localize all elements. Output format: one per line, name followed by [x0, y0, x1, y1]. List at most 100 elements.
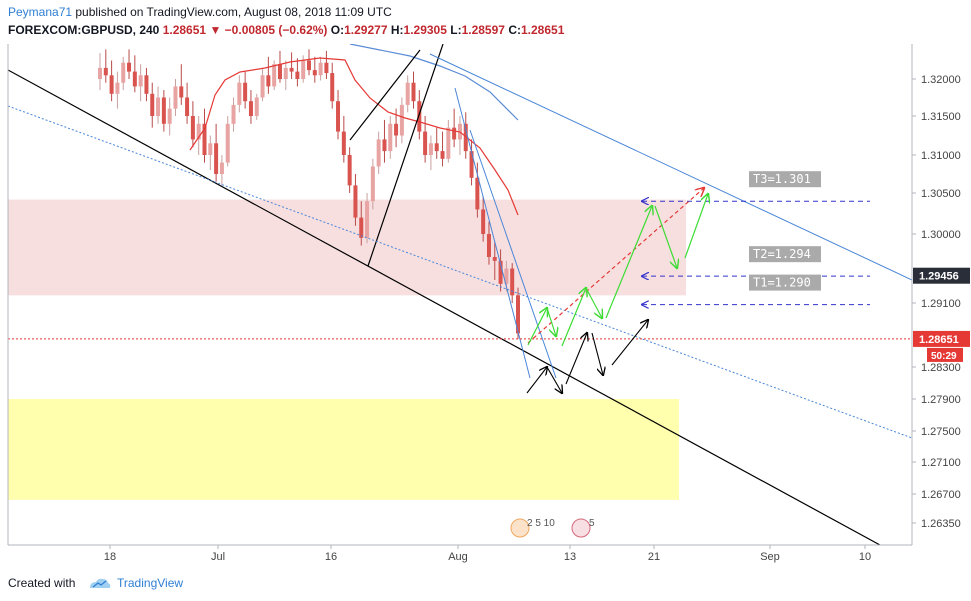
y-tick-label: 1.27500: [921, 426, 961, 438]
candle: [185, 82, 190, 124]
candle-body: [324, 62, 329, 74]
candle-body: [394, 123, 399, 136]
candle-body: [109, 75, 114, 94]
candle: [446, 119, 451, 163]
plot-area[interactable]: T3=1.301 T2=1.294 T1=1.290 2 5 10 5: [8, 44, 912, 545]
candle: [214, 123, 219, 182]
candle-body: [347, 155, 352, 186]
candle: [486, 221, 491, 265]
candle: [492, 241, 497, 280]
supply-zone: [8, 199, 686, 296]
us-flag-icon[interactable]: [510, 518, 530, 538]
candle-body: [452, 127, 457, 140]
candle-body: [214, 143, 219, 174]
candle-body: [289, 67, 294, 72]
publish-info: published on TradingView.com, August 08,…: [72, 5, 392, 19]
candle-body: [341, 131, 346, 155]
candle: [463, 112, 468, 159]
tradingview-logo-icon[interactable]: [88, 577, 112, 589]
candle: [161, 90, 166, 132]
price-chart[interactable]: T3=1.301 T2=1.294 T1=1.290 2 5 10 5: [0, 0, 971, 568]
candle-body: [498, 260, 503, 284]
candle: [365, 193, 370, 244]
green-projection-arrows: [527, 194, 708, 347]
candle-body: [434, 143, 439, 152]
countdown-text: 50:29: [931, 351, 957, 362]
open-value: 1.29277: [344, 23, 388, 37]
candle: [132, 55, 137, 93]
x-tick-label: Jul: [211, 551, 225, 563]
x-tick-label: Aug: [448, 551, 468, 563]
low-value: 1.28597: [461, 23, 505, 37]
channel-dotted: [8, 105, 912, 439]
down-arrow-icon: ▼: [209, 23, 222, 37]
candle: [318, 56, 323, 81]
line-price-label: 1.29456: [913, 267, 970, 284]
x-tick-label: 21: [648, 551, 660, 563]
x-tick-label: Sep: [760, 551, 780, 563]
candle-body: [307, 60, 311, 71]
candle: [359, 201, 364, 246]
last-price: 1.28651: [162, 23, 207, 37]
candle: [167, 97, 172, 136]
candle-body: [330, 73, 335, 102]
candle-body: [277, 64, 282, 79]
candle: [219, 155, 224, 186]
uk-flag-icon[interactable]: [571, 518, 591, 538]
chart-header: Peymana71 published on TradingView.com, …: [0, 0, 971, 44]
candle: [341, 116, 346, 163]
candle: [98, 53, 102, 91]
candle-body: [486, 234, 491, 257]
countdown-label: 50:29: [927, 347, 963, 362]
candle: [353, 174, 358, 226]
candle: [481, 197, 486, 242]
line-price-text: 1.29456: [919, 271, 959, 283]
us-event-count: 2 5 10: [527, 518, 555, 529]
candle: [190, 101, 195, 148]
candle-body: [365, 201, 370, 238]
candle-body: [359, 217, 364, 238]
author-link[interactable]: Peymana71: [8, 5, 73, 19]
candle-body: [504, 268, 509, 284]
candle: [336, 90, 341, 140]
event-markers[interactable]: 2 5 10 5: [510, 518, 595, 538]
candle: [475, 162, 480, 218]
candle: [283, 60, 288, 91]
candle: [208, 135, 213, 171]
candle-body: [202, 123, 207, 155]
y-tick-label: 1.31000: [921, 150, 961, 162]
candle-body: [469, 151, 474, 178]
x-tick-label: 16: [325, 551, 337, 563]
candle: [225, 116, 230, 167]
candle: [428, 135, 433, 171]
candle-body: [417, 101, 422, 132]
candle: [510, 263, 515, 303]
candle-body: [399, 104, 404, 136]
candle: [289, 52, 294, 79]
candle: [231, 97, 236, 132]
candle: [243, 71, 248, 109]
y-axis[interactable]: 1.32000 1.31500 1.31000 1.30500 1.30000 1.291…: [912, 74, 961, 530]
tradingview-link[interactable]: TradingView: [117, 576, 184, 590]
candle: [121, 56, 126, 91]
y-tick-label: 1.26350: [921, 518, 961, 530]
symbol-line: FOREXCOM:GBPUSD, 240 1.28651 ▼ −0.00805 …: [8, 23, 564, 37]
uk-event-count: 5: [589, 518, 595, 529]
target-label-t2: T2=1.294: [749, 246, 821, 263]
candle-body: [185, 97, 190, 116]
candle-body: [219, 162, 224, 174]
candle-body: [376, 139, 381, 167]
candle-body: [231, 104, 236, 124]
candle-body: [492, 257, 497, 261]
x-axis[interactable]: 18 Jul 16 Aug 13 21 Sep 10: [104, 545, 871, 563]
y-tick-label: 1.32000: [921, 74, 961, 86]
candle-body: [405, 82, 410, 105]
candle-body: [295, 71, 300, 79]
candle: [103, 49, 108, 83]
current-price-label: 1.28651: [913, 330, 970, 347]
candle: [434, 127, 439, 159]
candle-body: [475, 177, 480, 210]
candle-body: [370, 166, 375, 202]
candle-body: [411, 82, 416, 102]
candle-body: [382, 139, 387, 152]
